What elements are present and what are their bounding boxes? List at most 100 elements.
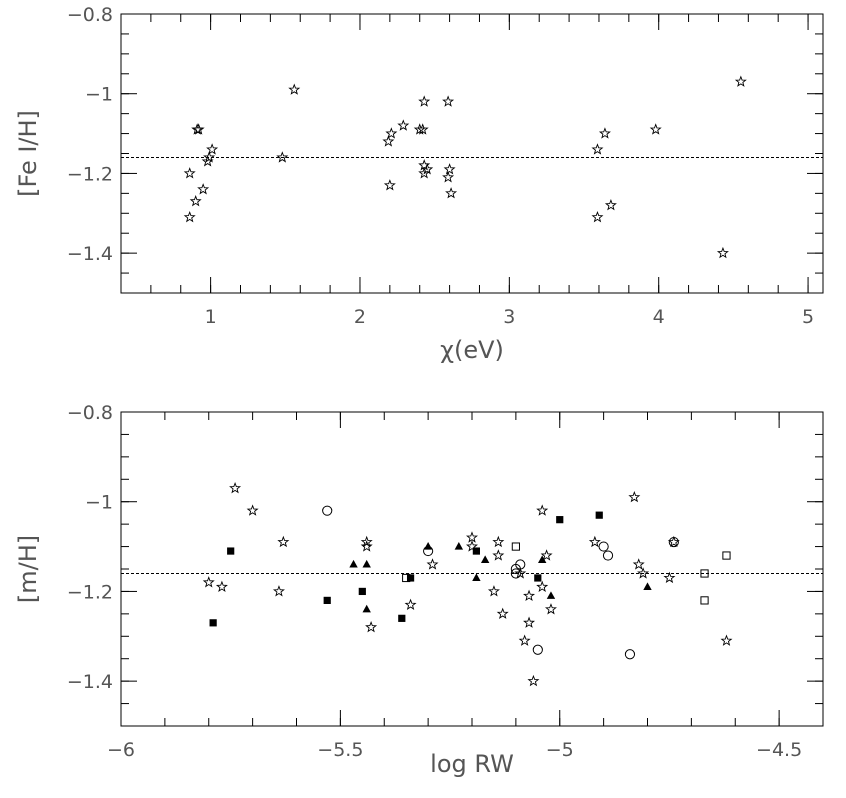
- y-tick-label: −1: [85, 492, 113, 514]
- open-circle-data-point: [322, 505, 333, 516]
- star-data-point: [183, 167, 196, 179]
- filled-triangle-data-point: [480, 555, 490, 564]
- star-data-point: [416, 123, 429, 135]
- star-data-point: [466, 531, 478, 543]
- filled-square-data-point: [323, 596, 331, 604]
- star-data-point: [365, 621, 378, 633]
- star-data-point: [492, 535, 505, 548]
- star-data-point: [649, 123, 662, 135]
- open-circle-data-point: [515, 559, 526, 570]
- filled-square-data-point: [472, 547, 480, 555]
- filled-square-data-point: [534, 574, 542, 582]
- plot-frame: [120, 13, 824, 294]
- y-tick-label: −1.4: [67, 243, 113, 265]
- y-tick-label: −0.8: [67, 4, 113, 26]
- star-data-point: [442, 95, 455, 107]
- x-axis-label: χ(eV): [440, 336, 504, 364]
- filled-triangle-data-point: [454, 541, 464, 550]
- filled-triangle-data-point: [362, 604, 371, 613]
- filled-square-data-point: [406, 574, 415, 582]
- filled-square-data-point: [227, 547, 235, 555]
- filled-triangle-data-point: [423, 541, 433, 550]
- star-data-point: [383, 179, 396, 191]
- open-circle-data-point: [598, 541, 609, 552]
- star-data-point: [272, 585, 285, 597]
- star-data-point: [598, 127, 611, 139]
- star-data-point: [382, 135, 395, 147]
- star-data-point: [445, 187, 458, 199]
- x-tick-label: −5.5: [317, 739, 363, 761]
- open-circle-data-point: [602, 550, 614, 561]
- top-panel-chart: 1 2 3 4 5 −0.8 −1 −1.2 −1.4 χ(eV) [Fe I/H]: [14, 4, 824, 364]
- star-data-point: [229, 481, 242, 494]
- star-data-point: [492, 549, 505, 561]
- star-data-point: [663, 571, 676, 584]
- star-data-point: [397, 119, 410, 131]
- star-data-point: [202, 576, 215, 588]
- open-circle-data-point: [624, 649, 636, 660]
- star-data-point: [604, 199, 617, 211]
- filled-triangle-data-point: [362, 559, 371, 568]
- open-square-data-point: [700, 596, 709, 605]
- star-data-point: [276, 151, 289, 163]
- filled-square-data-point: [398, 614, 406, 622]
- star-data-point: [385, 127, 398, 139]
- star-data-point: [527, 674, 540, 687]
- filled-square-data-point: [556, 516, 564, 524]
- star-data-point: [404, 598, 417, 610]
- star-data-point: [540, 549, 553, 561]
- star-data-point: [192, 123, 205, 135]
- y-axis-label: [m/H]: [14, 535, 42, 603]
- star-data-point: [443, 163, 456, 175]
- filled-triangle-data-point: [546, 591, 556, 599]
- x-tick-label: −5: [546, 739, 574, 761]
- filled-square-data-point: [358, 587, 366, 596]
- star-data-point: [277, 535, 290, 548]
- open-circle-data-point: [510, 568, 521, 579]
- star-data-point: [197, 183, 210, 195]
- star-data-point: [215, 580, 228, 593]
- filled-triangle-data-point: [643, 582, 652, 590]
- star-data-point: [426, 558, 439, 570]
- y-tick-label: −1: [85, 84, 113, 106]
- star-data-point: [246, 504, 259, 516]
- star-data-point: [183, 210, 196, 223]
- x-tick-label: 3: [503, 306, 515, 328]
- filled-triangle-data-point: [472, 573, 481, 581]
- star-data-point: [203, 151, 216, 163]
- star-data-point: [544, 603, 557, 615]
- star-data-point: [442, 171, 455, 183]
- star-data-point: [487, 585, 500, 597]
- star-data-point: [518, 634, 531, 646]
- filled-square-data-point: [595, 511, 603, 519]
- x-tick-label: 5: [802, 306, 814, 328]
- y-tick-label: −1.2: [67, 163, 113, 185]
- star-data-point: [536, 580, 549, 593]
- open-circle-data-point: [532, 644, 543, 655]
- open-square-data-point: [511, 542, 520, 551]
- y-tick-label: −1.2: [67, 581, 113, 603]
- star-data-point: [632, 558, 645, 570]
- star-data-point: [288, 83, 301, 95]
- x-tick-label: −6: [107, 739, 135, 761]
- x-axis-label: log RW: [430, 750, 514, 778]
- x-tick-label: −4.5: [756, 739, 802, 761]
- filled-triangle-data-point: [349, 559, 358, 568]
- star-data-point: [716, 246, 729, 259]
- star-data-point: [637, 567, 650, 579]
- star-data-point: [360, 540, 373, 552]
- star-data-point: [734, 75, 747, 87]
- star-data-point: [588, 535, 601, 548]
- star-data-point: [496, 607, 509, 619]
- y-axis-label: [Fe I/H]: [14, 110, 42, 197]
- star-data-point: [523, 589, 536, 602]
- star-data-point: [720, 634, 733, 646]
- open-square-data-point: [700, 569, 709, 578]
- y-tick-label: −0.8: [67, 402, 113, 424]
- star-data-point: [421, 163, 434, 175]
- star-data-point: [189, 195, 202, 207]
- star-data-point: [591, 143, 604, 155]
- star-data-point: [413, 123, 426, 135]
- star-data-point: [591, 210, 604, 223]
